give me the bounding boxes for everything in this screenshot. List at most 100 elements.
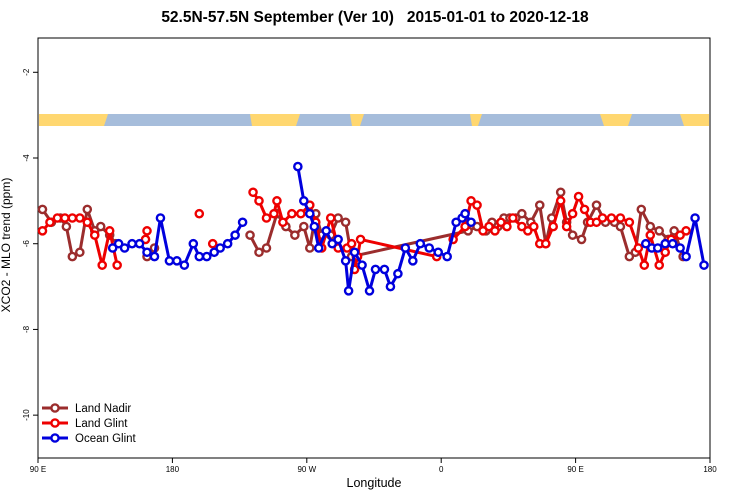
data-point [633,243,644,253]
data-point [340,256,351,266]
data-point [451,217,461,228]
data-point [67,213,78,223]
data-point [424,243,435,253]
data-point [645,221,656,232]
series-layer [37,161,709,296]
legend-label: Land Nadir [75,403,131,415]
data-point [442,251,452,262]
data-point [573,191,584,202]
x-axis-ticks: 90 E 180 90 W 0 90 E 180 [30,458,717,474]
data-point [615,213,626,223]
data-point [460,221,470,232]
data-point [654,226,665,236]
data-point [112,260,122,270]
data-point [245,230,255,240]
data-point [333,213,343,223]
data-point [652,243,663,253]
data-point [207,238,218,249]
data-point [624,251,635,262]
data-point [309,221,320,232]
data-point [654,260,665,270]
y-tick-label: -4 [22,154,31,162]
data-point [567,208,578,219]
data-point [340,217,351,228]
data-point [164,256,175,266]
data-point [640,238,651,249]
data-point [321,226,332,236]
data-point [261,243,272,253]
data-point [209,247,220,258]
data-point [370,264,381,275]
data-point [355,234,366,245]
data-point [75,247,85,258]
data-point [408,256,418,266]
data-point [385,281,396,292]
data-point [517,208,527,219]
data-point [636,204,647,215]
data-point [484,221,494,232]
data-point [215,243,225,253]
data-point [478,226,488,236]
data-point [460,208,470,219]
x-tick-label: 90 E [30,465,46,474]
data-point [415,238,426,249]
data-point [528,221,539,232]
data-point [299,196,309,206]
data-point [343,286,354,296]
y-tick-label: -8 [22,325,31,333]
data-point [534,200,545,210]
data-point [172,256,182,266]
x-tick-label: 0 [439,465,444,474]
data-point [201,251,212,262]
data-point [472,200,482,210]
data-point [304,243,315,253]
data-point [699,260,709,270]
data-point [287,208,297,219]
data-point [379,264,390,275]
data-point [400,243,411,253]
data-point [667,238,678,249]
data-point [248,187,258,198]
data-point [113,238,124,249]
data-point [548,221,559,232]
data-point [675,243,685,253]
data-point [37,204,48,215]
y-axis-label: XCO2 - MLO trend (ppm) [0,177,13,313]
data-point [82,217,93,228]
data-point [576,234,587,245]
series-land-glint [37,187,691,275]
data-point [188,238,199,249]
series-ocean-glint [107,161,709,296]
data-point [222,238,233,249]
data-point [561,221,572,232]
data-point [675,230,685,240]
data-point [333,234,343,245]
data-point [615,221,626,232]
data-point [591,217,602,228]
data-point [660,238,671,249]
data-point [681,226,691,236]
data-point [508,213,518,223]
data-point [517,221,527,232]
data-point [364,286,375,296]
data-point [591,200,602,210]
legend-label: Ocean Glint [75,433,137,445]
data-point [194,208,205,219]
data-point [357,260,367,270]
data-point [97,260,108,270]
data-point [346,238,357,249]
y-axis-ticks: -2 -4 -6 -8 -10 [22,68,38,421]
data-point [293,161,303,172]
data-point [107,243,118,253]
data-point [660,247,671,258]
data-point [61,221,72,232]
data-point [104,226,115,236]
data-point [579,204,590,215]
data-point [278,217,288,228]
legend-item: Land Nadir [42,403,131,415]
data-point [567,230,578,240]
data-point [496,217,506,228]
data-point [502,221,512,232]
data-point [327,238,337,249]
